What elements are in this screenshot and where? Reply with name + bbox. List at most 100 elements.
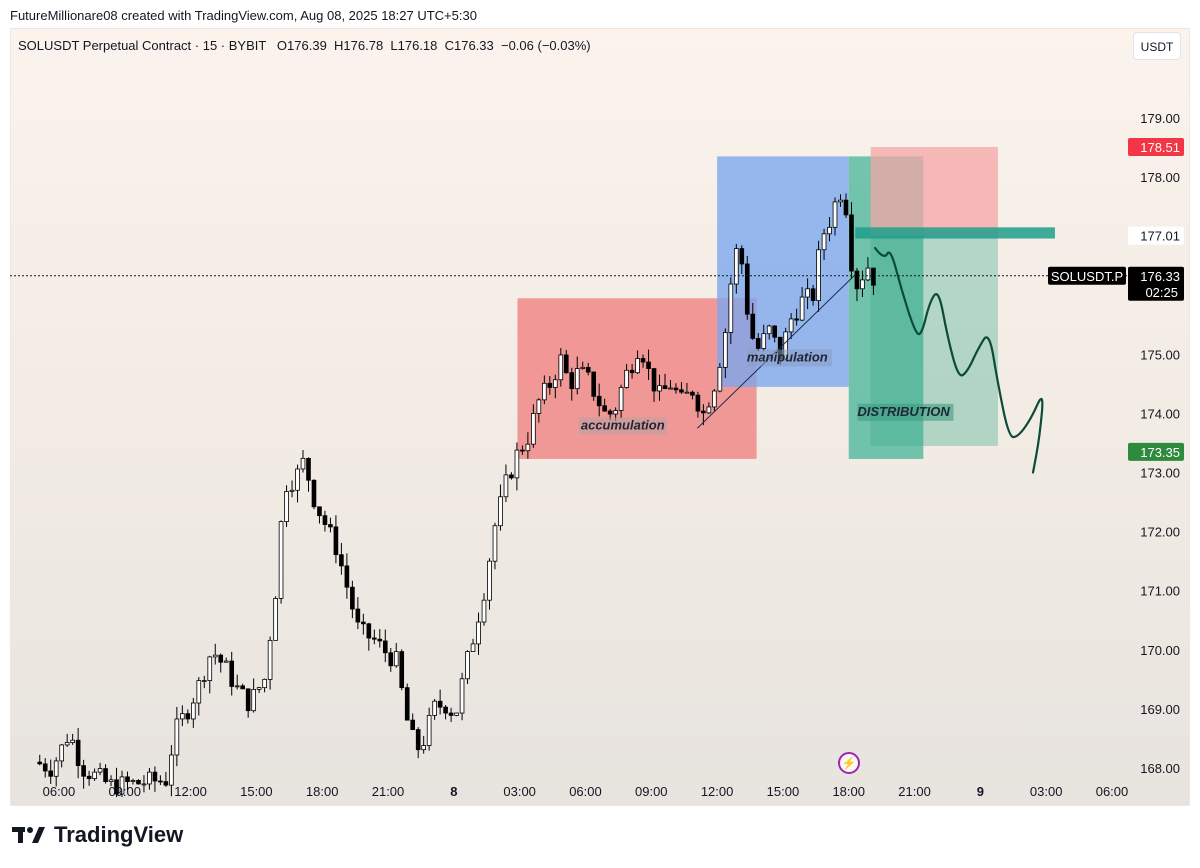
entry-price-tag[interactable] [1128,226,1184,245]
candle[interactable] [843,193,849,219]
candle[interactable] [766,324,772,340]
candle[interactable] [662,373,668,390]
candle[interactable] [163,771,169,787]
candle[interactable] [832,197,838,236]
candle[interactable] [344,553,350,599]
candle[interactable] [119,770,125,798]
symbol-title[interactable]: SOLUSDT Perpetual Contract · 15 · BYBIT [18,38,267,53]
candle[interactable] [278,520,284,604]
candle[interactable] [114,767,119,798]
currency-button[interactable]: USDT [1133,32,1181,60]
candle[interactable] [421,735,426,754]
candle[interactable] [158,775,163,786]
candle[interactable] [196,677,202,716]
candle[interactable] [59,743,65,768]
candle[interactable] [733,243,739,294]
candle[interactable] [465,650,470,685]
candle[interactable] [563,349,569,374]
candle[interactable] [651,368,657,402]
candle[interactable] [97,762,103,776]
candle[interactable] [432,698,437,720]
candle[interactable] [871,267,876,295]
candle[interactable] [514,442,520,491]
candle[interactable] [569,367,575,401]
candle[interactable] [311,479,317,510]
candle[interactable] [366,622,372,651]
candle[interactable] [673,383,679,394]
candle[interactable] [574,356,580,395]
candle[interactable] [245,688,251,718]
candle[interactable] [190,697,196,728]
candle[interactable] [223,657,229,663]
candle[interactable] [821,228,827,261]
candle[interactable] [580,361,586,370]
candle[interactable] [37,754,43,766]
candle[interactable] [328,517,333,533]
target-price-tag[interactable] [1128,442,1184,461]
candle[interactable] [229,651,235,696]
stop-price-tag[interactable] [1128,137,1184,156]
candle[interactable] [317,506,322,524]
candle[interactable] [602,398,607,412]
candle[interactable] [443,705,448,720]
candle[interactable] [492,522,498,570]
candle[interactable] [794,308,799,326]
candle[interactable] [103,764,108,784]
candle[interactable] [393,643,399,668]
candle[interactable] [624,363,629,389]
candle[interactable] [810,284,816,306]
candle[interactable] [180,705,185,727]
candle[interactable] [273,596,278,641]
candle[interactable] [267,636,273,690]
candle[interactable] [234,674,240,690]
candle[interactable] [739,245,745,275]
candle[interactable] [454,712,459,717]
last-price-tag[interactable] [1128,266,1184,301]
candle[interactable] [141,775,147,793]
candle[interactable] [712,389,717,412]
candle[interactable] [487,558,492,610]
candle[interactable] [531,404,536,448]
lightning-bolt-icon[interactable]: ⚡ [838,752,860,774]
candle[interactable] [48,759,54,784]
candle[interactable] [679,382,684,395]
candle[interactable] [552,374,558,399]
brand-logo[interactable]: TradingView [12,822,183,848]
candle[interactable] [125,771,130,792]
candle[interactable] [481,593,487,626]
candle[interactable] [690,390,695,400]
candle[interactable] [201,675,207,689]
candle[interactable] [333,515,339,564]
candle[interactable] [542,375,547,405]
candle[interactable] [218,653,224,673]
candle[interactable] [536,398,542,423]
candle[interactable] [635,350,640,374]
candle[interactable] [596,383,602,417]
candle[interactable] [816,240,821,312]
candle[interactable] [86,770,92,786]
candle[interactable] [585,362,591,376]
candle[interactable] [64,733,70,748]
candle[interactable] [382,629,388,663]
candle[interactable] [42,758,48,778]
candle[interactable] [728,277,734,345]
candle[interactable] [108,775,114,787]
candle[interactable] [437,689,443,715]
candle[interactable] [399,649,405,691]
candle[interactable] [240,683,245,690]
candle[interactable] [53,757,59,787]
candle[interactable] [361,613,366,635]
candle[interactable] [591,371,597,401]
candle[interactable] [684,382,690,394]
projection-path[interactable] [873,246,1044,474]
candle[interactable] [799,287,805,322]
candle[interactable] [81,759,86,789]
candle[interactable] [388,647,394,672]
candle[interactable] [459,672,465,721]
candle[interactable] [723,328,728,378]
candle[interactable] [476,612,481,655]
candle[interactable] [761,324,767,352]
candle[interactable] [92,768,97,781]
candle[interactable] [350,580,355,619]
